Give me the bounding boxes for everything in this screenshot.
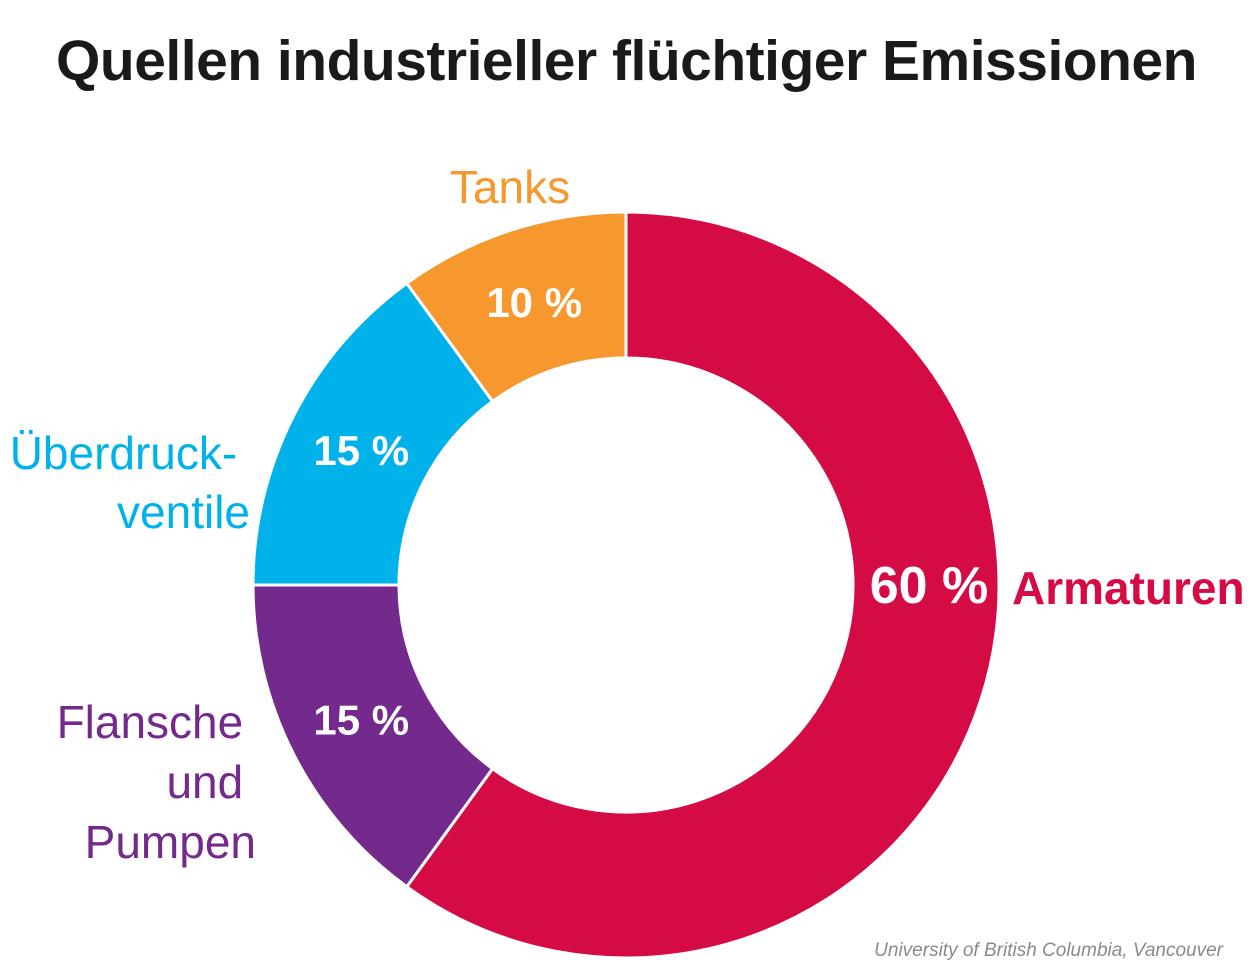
slice-label-tanks: Tanks — [450, 161, 570, 213]
slice-percent-label-2: 15 % — [313, 697, 409, 744]
slice-percent-label-1: 60 % — [870, 557, 989, 615]
slice-label-ueberdruckventile: Überdruck- ventile — [10, 427, 250, 538]
slice-percent-label-4: 10 % — [486, 279, 582, 326]
percent-labels-layer: 60 % 15 % 15 % 10 % — [313, 279, 988, 743]
slice-label-armaturen: Armaturen — [1012, 562, 1245, 614]
source-note: University of British Columbia, Vancouve… — [874, 940, 1223, 961]
chart-title: Quellen industrieller flüchtiger Emissio… — [56, 29, 1197, 93]
slice-percent-label-3: 15 % — [313, 427, 409, 474]
slice-label-flansche-und-pumpen: Flansche und Pumpen — [57, 696, 256, 868]
slices-layer — [251, 210, 1001, 960]
donut-slice-1 — [404, 210, 1001, 960]
donut-slice-4 — [404, 210, 628, 404]
